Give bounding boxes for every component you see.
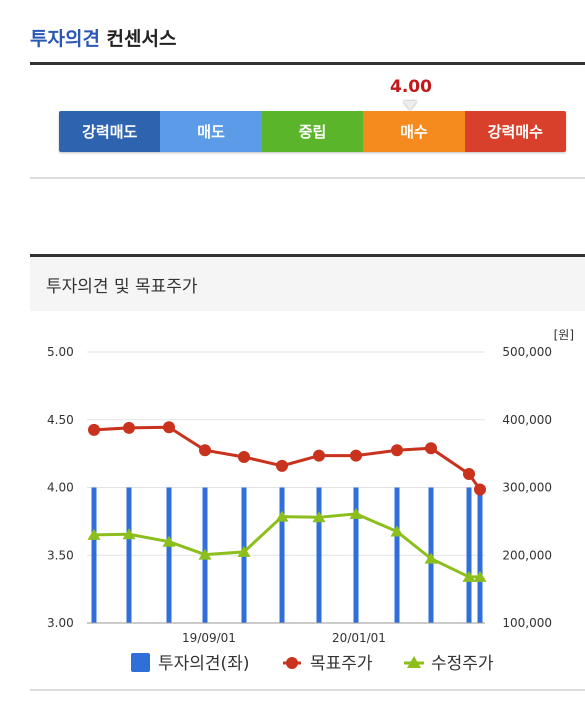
scale-segment-4: 강력매수 — [464, 111, 566, 152]
opinion-bar — [316, 487, 322, 623]
adjusted-price-point — [473, 570, 487, 582]
target-price-point — [474, 483, 486, 496]
target-price-point — [313, 449, 325, 462]
chart-axes: 5.00 500,000 4.50 400,000 4.00 300,000 3.50 200… — [47, 328, 574, 645]
legend-label: 투자의견(좌) — [158, 654, 249, 674]
left-tick-label: 3.00 — [47, 616, 74, 630]
price-lines — [87, 421, 487, 582]
adjusted-price-point — [162, 535, 176, 547]
legend-triangle-marker — [407, 656, 421, 668]
target-price-point — [463, 467, 475, 480]
left-tick-label: 4.50 — [47, 413, 74, 427]
adjusted-price-point — [390, 525, 404, 537]
left-tick-label: 3.50 — [47, 548, 74, 562]
adjusted-price-point — [198, 548, 212, 560]
opinion-bar — [466, 487, 472, 623]
legend-label: 목표주가 — [310, 654, 373, 674]
adjusted-price-point — [462, 570, 476, 582]
right-unit-label: [원] — [554, 328, 574, 342]
target-price-point — [276, 459, 288, 472]
panel-header — [30, 257, 585, 311]
right-tick-label: 300,000 — [502, 481, 552, 495]
adjusted-price-point — [122, 528, 136, 540]
adjusted-price-point — [349, 507, 363, 519]
legend-circle-marker — [286, 657, 298, 669]
panel-top-border — [30, 254, 585, 257]
target-price-point — [123, 421, 135, 434]
target-price-point — [425, 442, 437, 455]
header-divider — [30, 62, 585, 65]
adjusted-price-point — [275, 510, 289, 522]
target-price-point — [391, 444, 403, 457]
chart-legend: 투자의견(좌) 목표주가 수정주가 — [131, 653, 494, 674]
adjusted-price-point — [237, 545, 251, 557]
adjusted-price-point — [87, 528, 101, 540]
consensus-title-highlight: 투자의견 — [30, 28, 100, 50]
opinion-bar — [394, 487, 400, 623]
legend-bar-swatch — [131, 653, 150, 672]
adjusted-price-point — [424, 552, 438, 564]
panel-title: 투자의견 및 목표주가 — [46, 277, 198, 297]
opinion-bar — [353, 487, 359, 623]
x-tick-label: 20/01/01 — [332, 631, 386, 645]
scale-segment-0: 강력매도 — [59, 111, 161, 152]
section-divider — [30, 177, 585, 179]
scale-segment-1: 매도 — [160, 111, 262, 152]
target-price-point — [350, 449, 362, 462]
opinion-scale-bar: 강력매도 매도 중립 매수 강력매수 — [59, 111, 566, 152]
x-tick-label: 19/09/01 — [182, 631, 236, 645]
right-tick-label: 100,000 — [502, 616, 552, 630]
opinion-bar — [91, 487, 97, 623]
opinion-bar — [279, 487, 285, 623]
target-price-point — [88, 423, 100, 436]
left-tick-label: 4.00 — [47, 481, 74, 495]
right-tick-label: 400,000 — [502, 413, 552, 427]
score-marker-icon — [403, 101, 417, 110]
right-tick-label: 200,000 — [502, 548, 552, 562]
target-price-point — [238, 451, 250, 464]
consensus-score: 4.00 — [390, 77, 432, 97]
panel-bottom-border — [30, 689, 585, 691]
consensus-title: 투자의견 컨센서스 — [30, 24, 176, 51]
legend-label: 수정주가 — [431, 654, 494, 674]
scale-segment-3: 매수 — [363, 111, 465, 152]
chart-grid — [87, 351, 485, 624]
adjusted-price-point — [312, 511, 326, 523]
left-tick-label: 5.00 — [47, 345, 74, 359]
scale-segment-2: 중립 — [261, 111, 364, 152]
target-price-point — [199, 444, 211, 457]
consensus-title-rest: 컨센서스 — [99, 28, 177, 50]
opinion-bar — [126, 487, 132, 623]
opinion-bar — [166, 487, 172, 623]
opinion-bar — [477, 487, 483, 623]
target-price-point — [163, 421, 175, 434]
right-tick-label: 500,000 — [502, 345, 552, 359]
target-price-line — [93, 425, 482, 491]
adjusted-price-line — [93, 512, 480, 579]
